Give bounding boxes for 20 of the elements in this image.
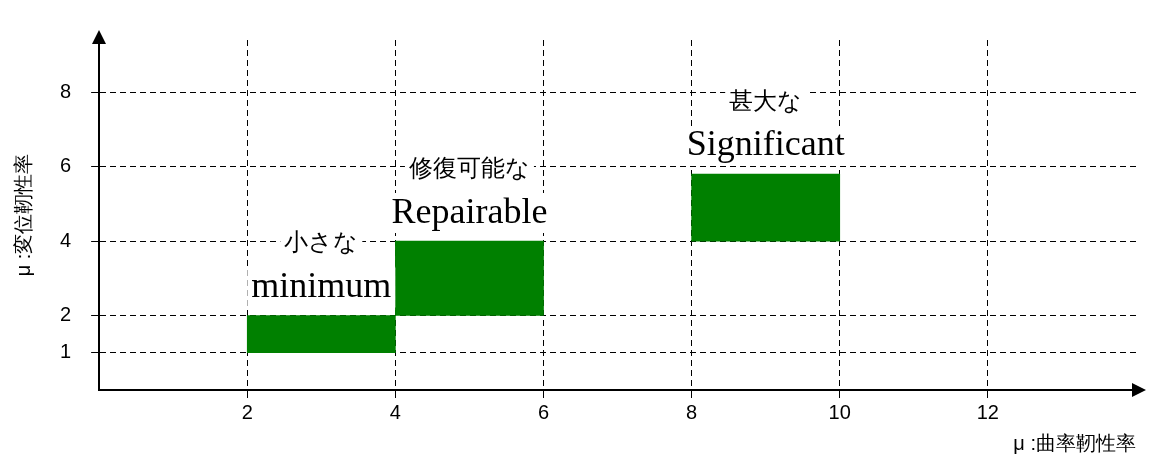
bar [691,173,841,242]
annotation: minimum [251,264,392,305]
x-axis-title: μ :曲率靭性率 [1013,431,1136,454]
x-tick-label: 10 [828,400,851,423]
annotation: 小さな [284,228,359,256]
x-tick-label: 6 [537,400,550,423]
y-tick-label: 8 [60,79,72,102]
x-tick-label: 12 [976,400,999,423]
y-tick-label: 1 [60,340,72,363]
annotation: Significant [686,123,845,164]
x-tick-label: 8 [686,400,698,423]
y-tick-label: 6 [60,154,72,177]
y-tick-label: 4 [60,228,72,251]
y-axis-title: μ :変位靭性率 [11,153,34,277]
y-tick-label: 2 [60,303,72,326]
annotation: 修復可能な [408,153,530,181]
x-tick-label: 4 [389,400,401,423]
annotation: Repairable [391,190,548,231]
annotation: 甚大な [729,86,803,114]
x-tick-label: 2 [241,400,253,423]
